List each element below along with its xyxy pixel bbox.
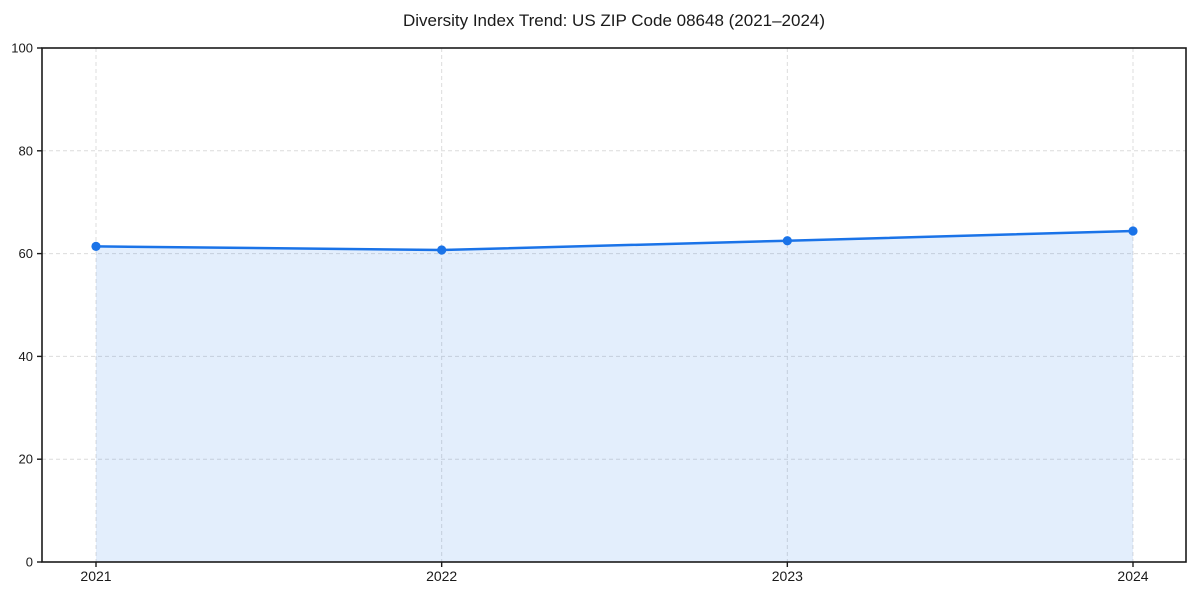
x-tick-label-2023: 2023 (772, 568, 803, 584)
trend-line (94, 229, 1135, 252)
axes-spines (41, 47, 1187, 563)
data-point-2022 (437, 245, 447, 255)
area-fill (96, 230, 1133, 562)
x-tick-label-2022: 2022 (426, 568, 457, 584)
y-tick-label-100: 100 (11, 41, 33, 56)
y-tick-label-0: 0 (26, 555, 33, 570)
data-point-2023 (782, 236, 792, 246)
y-tick-label-20: 20 (19, 452, 33, 467)
x-tick-label-2024: 2024 (1117, 568, 1148, 584)
y-tick-label-40: 40 (19, 349, 33, 364)
data-point-2024 (1128, 226, 1138, 236)
data-point-2021 (91, 241, 101, 252)
y-tick-label-60: 60 (19, 246, 33, 261)
y-tick-label-80: 80 (19, 143, 33, 158)
x-tick-label-2021: 2021 (80, 568, 111, 584)
chart-title: Diversity Index Trend: US ZIP Code 08648… (402, 11, 826, 30)
